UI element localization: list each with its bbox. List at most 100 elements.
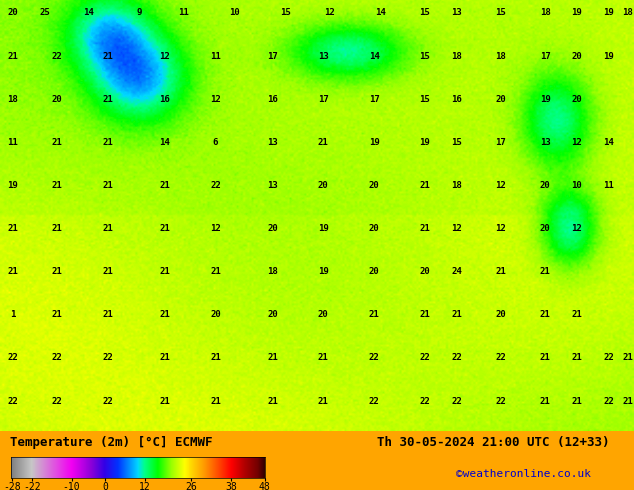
Text: 21: 21: [103, 267, 113, 276]
Text: 22: 22: [369, 353, 379, 363]
Text: 13: 13: [268, 138, 278, 147]
Text: 21: 21: [160, 396, 170, 406]
Text: 21: 21: [103, 181, 113, 190]
Text: 18: 18: [451, 51, 462, 61]
Text: 14: 14: [604, 138, 614, 147]
Text: 12: 12: [572, 138, 582, 147]
Text: 21: 21: [572, 310, 582, 319]
Text: 20: 20: [496, 310, 506, 319]
Text: 20: 20: [369, 181, 379, 190]
Text: 15: 15: [496, 8, 506, 18]
Text: 1: 1: [10, 310, 15, 319]
Text: 20: 20: [52, 95, 62, 104]
Text: 21: 21: [623, 396, 633, 406]
Text: 22: 22: [52, 396, 62, 406]
Text: 19: 19: [604, 8, 614, 18]
Text: 21: 21: [52, 138, 62, 147]
Text: 19: 19: [420, 138, 430, 147]
Text: 21: 21: [103, 95, 113, 104]
Text: 17: 17: [268, 51, 278, 61]
Text: 21: 21: [8, 51, 18, 61]
Text: 21: 21: [52, 267, 62, 276]
Text: 21: 21: [160, 353, 170, 363]
Text: 12: 12: [572, 224, 582, 233]
Text: 21: 21: [210, 396, 221, 406]
Text: 21: 21: [8, 224, 18, 233]
Text: 22: 22: [103, 396, 113, 406]
Text: 22: 22: [8, 396, 18, 406]
Text: 20: 20: [8, 8, 18, 18]
Text: 25: 25: [39, 8, 49, 18]
Text: 21: 21: [210, 267, 221, 276]
Text: 18: 18: [540, 8, 550, 18]
Text: 13: 13: [451, 8, 462, 18]
Text: 21: 21: [210, 353, 221, 363]
Text: 21: 21: [420, 310, 430, 319]
Text: 21: 21: [496, 267, 506, 276]
Text: 21: 21: [8, 267, 18, 276]
Text: 21: 21: [318, 353, 328, 363]
Text: 17: 17: [540, 51, 550, 61]
Text: 16: 16: [268, 95, 278, 104]
Text: 22: 22: [496, 396, 506, 406]
Text: 19: 19: [8, 181, 18, 190]
Text: 20: 20: [268, 224, 278, 233]
Text: 16: 16: [451, 95, 462, 104]
Text: 15: 15: [280, 8, 290, 18]
Text: 21: 21: [420, 224, 430, 233]
Text: 21: 21: [318, 138, 328, 147]
Text: 21: 21: [623, 353, 633, 363]
Text: 10: 10: [230, 8, 240, 18]
Text: 20: 20: [318, 181, 328, 190]
Text: 19: 19: [604, 51, 614, 61]
Text: 11: 11: [179, 8, 189, 18]
Text: 12: 12: [325, 8, 335, 18]
Text: 20: 20: [369, 224, 379, 233]
Text: 21: 21: [52, 224, 62, 233]
Text: 21: 21: [318, 396, 328, 406]
Text: 21: 21: [52, 310, 62, 319]
Text: 20: 20: [540, 181, 550, 190]
Text: 20: 20: [572, 51, 582, 61]
Text: 19: 19: [572, 8, 582, 18]
Text: 21: 21: [103, 138, 113, 147]
Text: 20: 20: [318, 310, 328, 319]
Text: 17: 17: [496, 138, 506, 147]
Text: 22: 22: [604, 353, 614, 363]
Text: 17: 17: [318, 95, 328, 104]
Text: 21: 21: [160, 267, 170, 276]
Text: 18: 18: [268, 267, 278, 276]
Text: 6: 6: [213, 138, 218, 147]
Text: 21: 21: [52, 181, 62, 190]
Text: 22: 22: [451, 396, 462, 406]
Text: 17: 17: [369, 95, 379, 104]
Text: 21: 21: [160, 181, 170, 190]
Text: 13: 13: [268, 181, 278, 190]
Text: 13: 13: [540, 138, 550, 147]
Text: 18: 18: [8, 95, 18, 104]
Text: 19: 19: [540, 95, 550, 104]
Text: 14: 14: [369, 51, 379, 61]
Text: 24: 24: [451, 267, 462, 276]
Text: 22: 22: [496, 353, 506, 363]
Text: 21: 21: [540, 267, 550, 276]
Text: 21: 21: [369, 310, 379, 319]
Text: 21: 21: [451, 310, 462, 319]
Text: 22: 22: [210, 181, 221, 190]
Text: 21: 21: [420, 181, 430, 190]
Text: Temperature (2m) [°C] ECMWF: Temperature (2m) [°C] ECMWF: [10, 436, 212, 449]
Text: 22: 22: [52, 51, 62, 61]
Text: 11: 11: [8, 138, 18, 147]
Text: 21: 21: [540, 353, 550, 363]
Text: 19: 19: [318, 224, 328, 233]
Text: 20: 20: [268, 310, 278, 319]
Text: 21: 21: [540, 310, 550, 319]
Text: 20: 20: [420, 267, 430, 276]
Text: 18: 18: [623, 8, 633, 18]
Text: 14: 14: [84, 8, 94, 18]
Text: ©weatheronline.co.uk: ©weatheronline.co.uk: [456, 468, 592, 479]
Text: 21: 21: [572, 396, 582, 406]
Text: 21: 21: [268, 396, 278, 406]
Text: 16: 16: [160, 95, 170, 104]
Text: 15: 15: [420, 8, 430, 18]
